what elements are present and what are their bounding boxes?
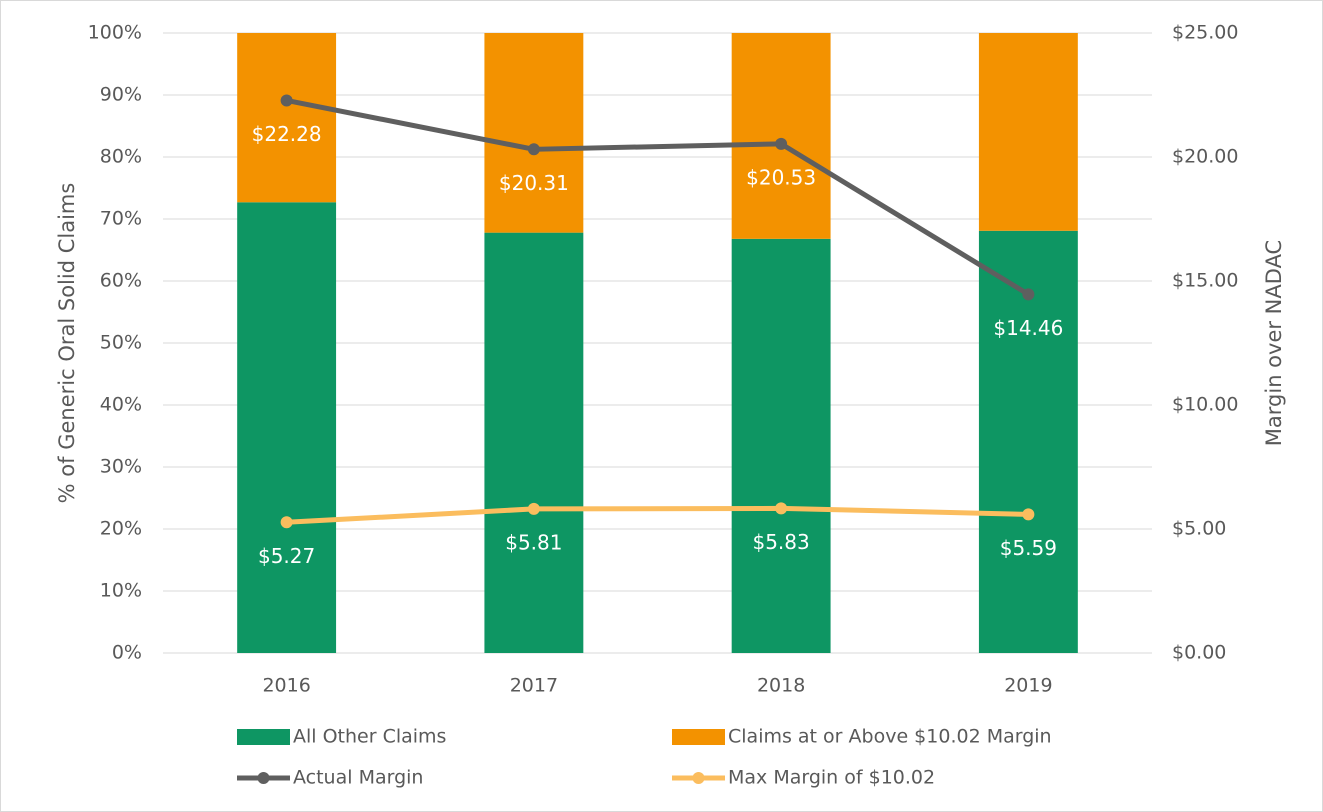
- legend-label: Actual Margin: [293, 767, 423, 789]
- line-marker: [280, 516, 293, 529]
- legend-label: All Other Claims: [293, 726, 446, 748]
- x-tick-label: 2017: [510, 675, 558, 697]
- bar: [484, 33, 584, 233]
- data-label: $20.53: [746, 165, 816, 189]
- data-label: $14.46: [993, 316, 1063, 340]
- x-tick-label: 2019: [1004, 675, 1052, 697]
- y2-tick-label: $25.00: [1172, 22, 1238, 44]
- data-label: $22.28: [252, 122, 322, 146]
- bar: [978, 230, 1078, 653]
- legend-label: Claims at or Above $10.02 Margin: [728, 726, 1052, 748]
- y2-axis-title: Margin over NADAC: [1262, 240, 1286, 446]
- y-tick-label: 80%: [100, 146, 142, 168]
- line: [286, 505, 1029, 525]
- legend-marker: [692, 772, 705, 784]
- bar: [731, 238, 831, 653]
- y-tick-label: 40%: [100, 394, 142, 416]
- line-marker: [1022, 288, 1035, 301]
- bar: [237, 33, 337, 203]
- line: [286, 98, 1030, 297]
- legend-swatch: [237, 729, 290, 745]
- bar: [731, 33, 831, 239]
- line-marker: [527, 502, 540, 515]
- data-label: $5.27: [258, 544, 315, 568]
- line-marker: [775, 137, 788, 150]
- legend-label: Max Margin of $10.02: [728, 767, 935, 789]
- y2-tick-label: $5.00: [1172, 518, 1226, 540]
- y-tick-label: 90%: [100, 84, 142, 106]
- y-tick-label: 100%: [88, 22, 142, 44]
- y2-tick-label: $20.00: [1172, 146, 1238, 168]
- data-label: $5.81: [505, 530, 562, 554]
- y2-tick-label: $15.00: [1172, 270, 1238, 292]
- y2-tick-label: $0.00: [1172, 642, 1226, 664]
- bar: [484, 232, 584, 653]
- y-tick-label: 70%: [100, 208, 142, 230]
- y-tick-label: 60%: [100, 270, 142, 292]
- line-marker: [1022, 508, 1035, 521]
- line-marker: [775, 502, 788, 515]
- data-label: $20.31: [499, 171, 569, 195]
- line-marker: [280, 94, 293, 107]
- legend-swatch: [672, 729, 725, 745]
- y-tick-label: 20%: [100, 518, 142, 540]
- y-tick-label: 0%: [112, 642, 142, 664]
- line-marker: [527, 143, 540, 156]
- y-tick-label: 30%: [100, 456, 142, 478]
- y-axis-title: % of Generic Oral Solid Claims: [55, 183, 79, 504]
- data-label: $5.59: [1000, 536, 1057, 560]
- y-tick-label: 50%: [100, 332, 142, 354]
- x-tick-label: 2016: [262, 675, 310, 697]
- bar: [237, 202, 337, 653]
- data-label: $5.83: [752, 530, 809, 554]
- y2-tick-label: $10.00: [1172, 394, 1238, 416]
- y-tick-label: 10%: [100, 580, 142, 602]
- bar: [978, 33, 1078, 231]
- x-tick-label: 2018: [757, 675, 805, 697]
- legend-marker: [257, 772, 270, 784]
